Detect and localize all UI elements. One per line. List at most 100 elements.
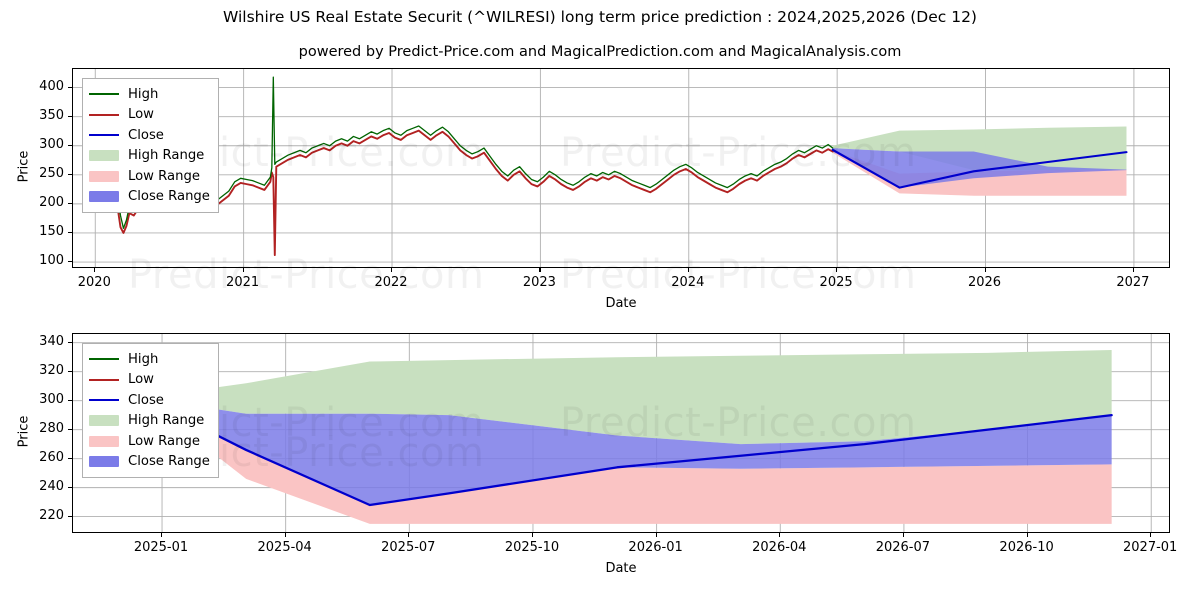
legend-swatch-close-icon [89, 129, 119, 142]
x-tick-mark [539, 268, 541, 272]
x-tick-mark [242, 268, 244, 272]
x-tick-label: 2026-07 [875, 540, 931, 555]
legend-label: Low [128, 107, 154, 123]
y-tick-label: 400 [39, 78, 64, 94]
legend-item-high-range[interactable]: High Range [89, 146, 210, 167]
x-tick-label: 2021 [226, 275, 260, 290]
y-tick-label: 350 [39, 107, 64, 123]
y-tick-label: 220 [39, 507, 64, 523]
y-tick-mark [68, 457, 72, 459]
x-tick-label: 2026-01 [628, 540, 683, 555]
forecast-detail-plot-area [72, 333, 1170, 533]
legend-label: High Range [128, 148, 205, 164]
x-tick-mark [284, 533, 286, 537]
y-tick-mark [68, 515, 72, 517]
x-tick-mark [1026, 533, 1028, 537]
overview-plot-area [72, 68, 1170, 268]
x-tick-label: 2022 [374, 275, 408, 290]
forecast-detail-x-axis-label: Date [605, 561, 637, 576]
legend-label: High Range [128, 413, 205, 429]
legend-label: High [128, 86, 159, 102]
y-tick-label: 150 [39, 224, 64, 239]
y-tick-mark [68, 261, 72, 263]
legend-swatch-low-range-icon [89, 170, 119, 182]
legend-swatch-high-icon [89, 88, 119, 101]
y-tick-label: 340 [39, 333, 64, 349]
legend-label: Low [128, 372, 154, 388]
y-tick-label: 280 [39, 420, 64, 436]
legend-swatch-low-icon [89, 108, 119, 121]
y-tick-mark [68, 486, 72, 488]
legend-swatch-high-range-icon [89, 150, 119, 162]
forecast-detail-plot-svg [73, 334, 1169, 532]
x-tick-label: 2023 [522, 275, 556, 290]
x-tick-label: 2026-10 [999, 540, 1054, 555]
overview-legend[interactable]: High Low Close High Range Low Range Close Ran… [82, 78, 219, 213]
x-tick-label: 2025-10 [504, 540, 560, 555]
y-tick-label: 300 [39, 136, 64, 152]
legend-item-low-range[interactable]: Low Range [89, 431, 210, 452]
x-tick-label: 2024 [671, 275, 705, 290]
overview-x-axis-label: Date [605, 296, 637, 311]
x-tick-label: 2027 [1116, 275, 1150, 290]
x-tick-label: 2026 [967, 275, 1002, 290]
legend-label: Close Range [128, 454, 210, 470]
legend-label: High [128, 351, 159, 367]
x-tick-label: 2026-04 [752, 540, 807, 555]
y-tick-label: 200 [39, 194, 64, 210]
overview-chart-panel [72, 68, 1170, 268]
x-tick-mark [836, 268, 838, 272]
y-tick-label: 260 [39, 449, 64, 465]
legend-item-close[interactable]: Close [89, 125, 210, 146]
x-tick-mark [408, 533, 410, 537]
x-tick-mark [1132, 268, 1135, 272]
x-tick-label: 2025 [819, 275, 853, 290]
legend-item-high[interactable]: High [89, 349, 210, 370]
legend-item-high[interactable]: High [89, 84, 210, 105]
x-tick-mark [779, 533, 781, 537]
legend-swatch-low-range-icon [89, 435, 119, 447]
y-tick-mark [68, 202, 72, 205]
legend-swatch-low-icon [89, 373, 119, 386]
legend-item-low-range[interactable]: Low Range [89, 166, 210, 187]
x-tick-mark [94, 268, 96, 272]
chart-title: Wilshire US Real Estate Securit (^WILRES… [223, 8, 977, 26]
x-tick-mark [532, 533, 534, 537]
legend-item-low[interactable]: Low [89, 105, 210, 126]
legend-swatch-close-icon [89, 394, 119, 407]
legend-label: Low Range [128, 433, 200, 449]
legend-item-close-range[interactable]: Close Range [89, 452, 210, 473]
y-tick-mark [68, 399, 72, 401]
forecast-detail-chart-panel [72, 333, 1170, 533]
chart-subtitle: powered by Predict-Price.com and Magical… [298, 44, 902, 60]
y-tick-mark [68, 115, 72, 117]
y-tick-mark [68, 428, 72, 430]
legend-item-high-range[interactable]: High Range [89, 411, 210, 432]
legend-swatch-high-range-icon [89, 415, 119, 427]
y-tick-label: 100 [39, 253, 64, 268]
legend-label: Close [128, 127, 164, 143]
legend-item-close[interactable]: Close [89, 390, 210, 411]
x-tick-label: 2025-07 [381, 540, 436, 555]
y-tick-mark [68, 341, 72, 343]
legend-label: Close [128, 392, 164, 408]
legend-swatch-close-range-icon [89, 191, 119, 203]
legend-item-close-range[interactable]: Close Range [89, 187, 210, 208]
x-tick-mark [902, 533, 905, 537]
x-tick-label: 2025-01 [133, 540, 189, 555]
x-tick-label: 2025-04 [257, 540, 312, 555]
legend-swatch-high-icon [89, 353, 119, 366]
legend-label: Close Range [128, 189, 210, 205]
x-tick-mark [984, 268, 986, 272]
x-tick-label: 2020 [77, 275, 111, 290]
forecast-detail-legend[interactable]: High Low Close High Range Low Range Close Ran… [82, 343, 219, 478]
x-tick-mark [161, 533, 163, 537]
legend-swatch-close-range-icon [89, 456, 119, 468]
x-tick-mark [687, 268, 689, 272]
y-tick-label: 320 [39, 362, 64, 378]
x-tick-label: 2027-01 [1123, 540, 1178, 555]
y-tick-mark [68, 173, 72, 175]
legend-item-low[interactable]: Low [89, 370, 210, 391]
y-tick-label: 240 [39, 478, 64, 494]
